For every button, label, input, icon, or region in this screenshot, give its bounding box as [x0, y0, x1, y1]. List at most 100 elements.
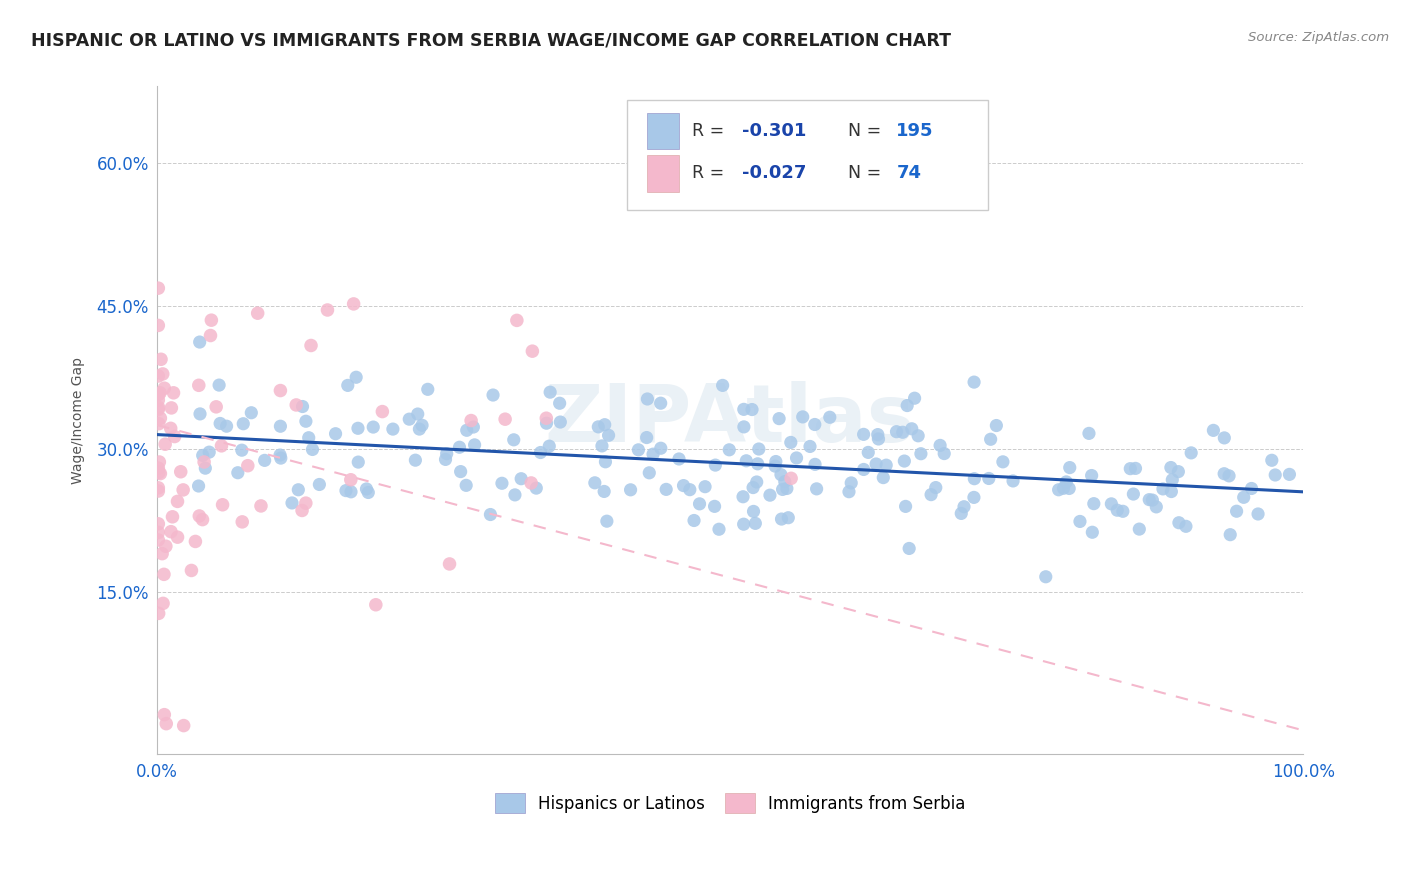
Point: [1035, 570, 1057, 584]
Point: [250, 499, 273, 513]
Point: [148, 533, 170, 547]
Point: [416, 382, 439, 396]
Point: [152, 596, 174, 610]
Point: [1142, 493, 1164, 508]
Point: [745, 475, 768, 489]
Point: [689, 497, 711, 511]
Point: [155, 716, 177, 731]
Point: [655, 483, 678, 497]
Point: [148, 483, 170, 498]
Point: [340, 473, 363, 487]
Point: [1002, 474, 1025, 488]
Point: [804, 417, 827, 432]
Point: [166, 530, 188, 544]
Point: [1160, 460, 1182, 475]
Point: [269, 384, 291, 398]
Point: [209, 417, 232, 431]
Point: [852, 427, 875, 442]
Point: [200, 328, 222, 343]
Point: [588, 420, 610, 434]
Point: [731, 490, 754, 504]
Point: [269, 419, 291, 434]
Point: [236, 458, 259, 473]
Point: [1054, 475, 1077, 489]
Point: [1213, 431, 1236, 445]
Point: [149, 385, 172, 400]
Point: [404, 453, 426, 467]
Point: [188, 508, 211, 523]
Point: [226, 466, 249, 480]
Point: [707, 522, 730, 536]
Point: [596, 514, 619, 528]
Point: [704, 458, 727, 472]
Point: [772, 483, 794, 497]
Point: [780, 471, 803, 485]
Text: 195: 195: [897, 122, 934, 140]
Point: [325, 426, 347, 441]
Point: [986, 418, 1008, 433]
Point: [172, 483, 194, 497]
Point: [538, 385, 561, 400]
Point: [1144, 500, 1167, 514]
Point: [520, 475, 543, 490]
FancyBboxPatch shape: [627, 100, 988, 210]
Point: [1219, 527, 1241, 541]
Text: N =: N =: [848, 164, 887, 182]
Point: [920, 488, 942, 502]
Point: [208, 378, 231, 392]
Point: [449, 440, 471, 454]
Point: [343, 297, 366, 311]
Point: [1233, 491, 1256, 505]
Point: [188, 407, 211, 421]
Point: [1128, 522, 1150, 536]
Point: [593, 484, 616, 499]
Point: [735, 454, 758, 468]
Point: [335, 483, 357, 498]
Point: [733, 517, 755, 532]
Point: [408, 422, 430, 436]
Bar: [647, 112, 679, 150]
Point: [148, 392, 170, 407]
Point: [295, 414, 318, 428]
Point: [231, 515, 253, 529]
Point: [434, 452, 457, 467]
Point: [510, 472, 533, 486]
Point: [299, 338, 322, 352]
Point: [759, 488, 782, 502]
Point: [180, 564, 202, 578]
Point: [1080, 468, 1102, 483]
Point: [269, 448, 291, 462]
Point: [977, 471, 1000, 485]
Point: [538, 439, 561, 453]
Point: [347, 455, 370, 469]
Point: [641, 447, 664, 461]
Point: [865, 457, 887, 471]
Point: [627, 442, 650, 457]
Point: [1112, 504, 1135, 518]
Point: [650, 396, 672, 410]
Point: [638, 466, 661, 480]
Point: [187, 479, 209, 493]
Text: ZIPAtlas: ZIPAtlas: [546, 381, 915, 459]
Point: [456, 478, 478, 492]
Point: [316, 303, 339, 318]
Point: [153, 707, 176, 722]
Point: [1069, 515, 1091, 529]
Y-axis label: Wage/Income Gap: Wage/Income Gap: [72, 357, 86, 483]
Point: [1137, 492, 1160, 507]
Point: [619, 483, 641, 497]
Point: [963, 491, 986, 505]
Point: [494, 412, 516, 426]
Point: [891, 425, 914, 440]
Point: [1278, 467, 1301, 482]
Point: [198, 445, 221, 459]
Point: [184, 534, 207, 549]
Point: [1180, 446, 1202, 460]
Point: [747, 457, 769, 471]
Point: [1261, 453, 1284, 467]
Text: -0.301: -0.301: [742, 122, 806, 140]
Point: [910, 447, 932, 461]
Point: [1059, 460, 1081, 475]
Point: [159, 421, 181, 435]
Point: [703, 500, 725, 514]
